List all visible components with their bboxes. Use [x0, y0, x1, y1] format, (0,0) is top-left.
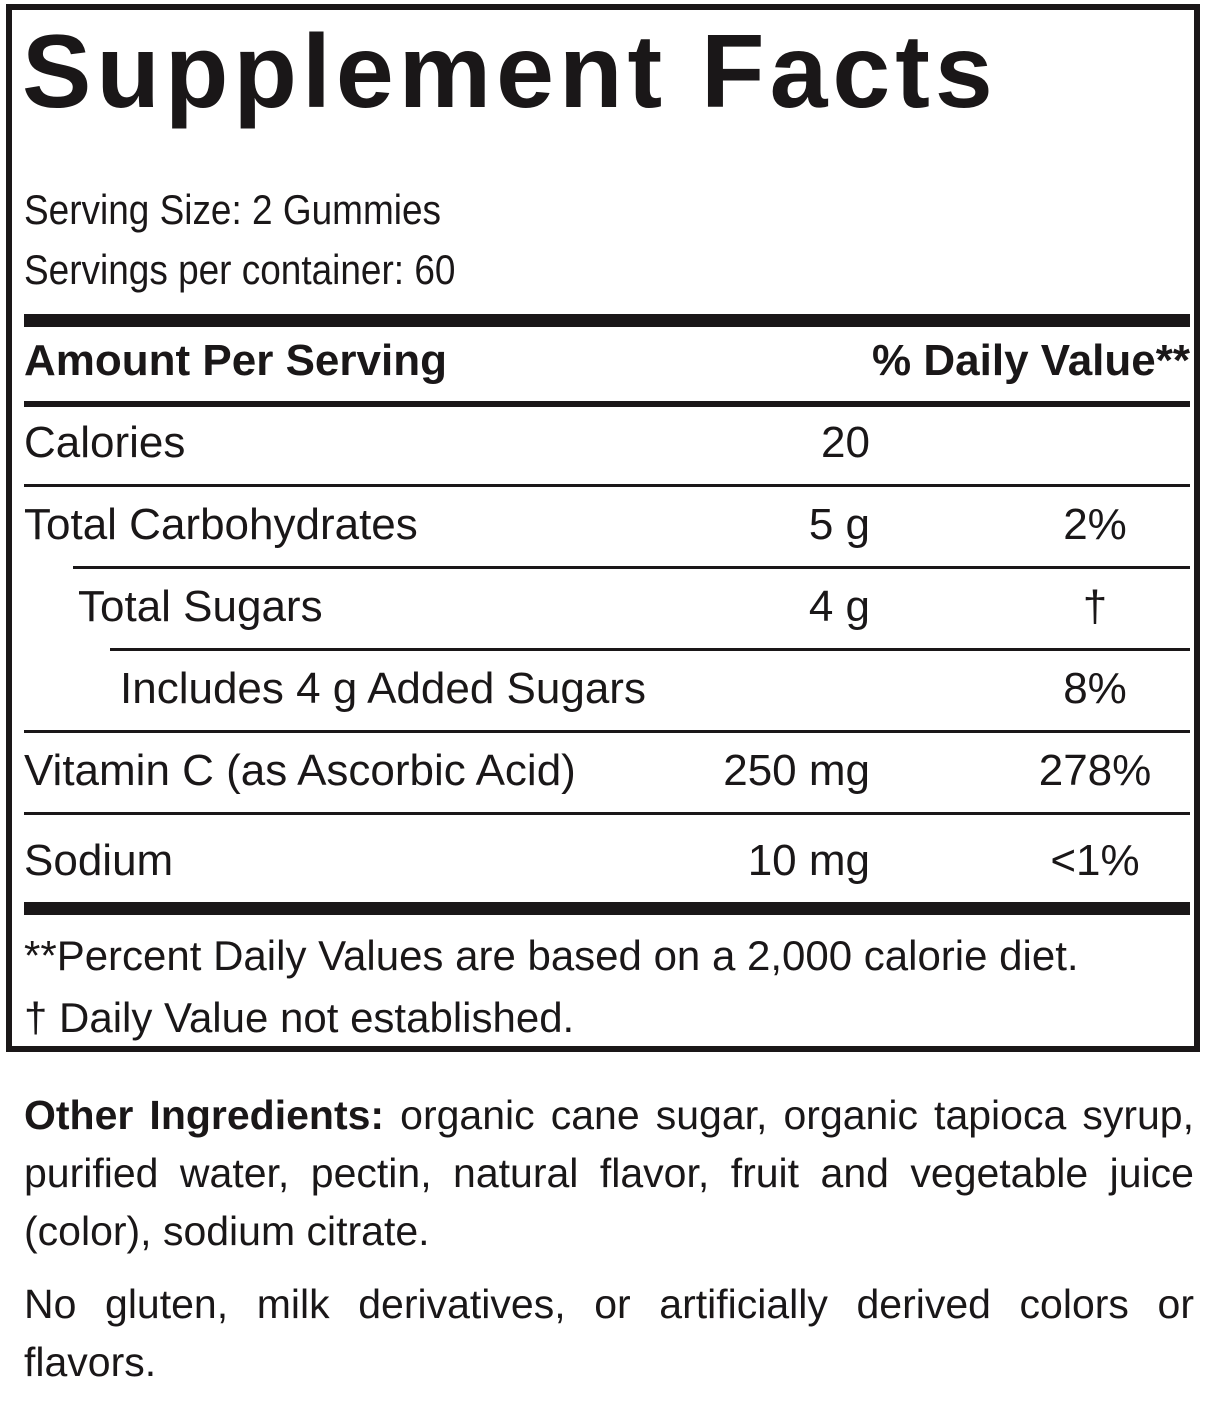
nutrient-name: Sodium	[24, 836, 174, 885]
row-divider	[24, 730, 1190, 733]
nutrient-name: Includes 4 g Added Sugars	[120, 664, 646, 713]
amount-header: Amount Per Serving	[24, 336, 447, 385]
row-divider	[24, 484, 1190, 487]
nutrient-name: Calories	[24, 418, 186, 467]
nutrient-amount: 20	[821, 418, 870, 467]
nutrient-name: Total Carbohydrates	[24, 500, 418, 549]
nutrient-amount: 250 mg	[723, 746, 870, 795]
footnote-dagger: † Daily Value not established.	[24, 994, 575, 1041]
dv-header: % Daily Value**	[872, 336, 1190, 385]
other-ingredients-label: Other Ingredients:	[24, 1092, 385, 1138]
thick-divider	[24, 902, 1190, 915]
supplement-facts-panel	[6, 4, 1200, 1052]
footnote-dv: **Percent Daily Values are based on a 2,…	[24, 932, 1079, 979]
row-divider	[24, 812, 1190, 815]
nutrient-dv: 278%	[1038, 746, 1152, 795]
nutrient-dv: 2%	[1063, 500, 1127, 549]
nutrient-dv: †	[1082, 582, 1108, 631]
other-ingredients: Other Ingredients: organic cane sugar, o…	[24, 1086, 1194, 1260]
row-divider	[72, 566, 1190, 569]
divider	[24, 401, 1190, 407]
nutrient-amount: 4 g	[808, 582, 870, 631]
nutrient-name: Total Sugars	[78, 582, 323, 631]
other-ingredients-text: organic cane sugar, organic tapioca syru…	[24, 1092, 1194, 1254]
row-divider	[110, 648, 1190, 651]
allergen-note: No gluten, milk derivatives, or artifici…	[24, 1281, 1194, 1385]
nutrient-amount: 10 mg	[747, 836, 870, 885]
nutrient-dv: 8%	[1063, 664, 1127, 713]
panel-title: Supplement Facts	[22, 14, 998, 130]
servings-per-container: Servings per container: 60	[24, 246, 456, 293]
thick-divider	[24, 314, 1190, 327]
nutrient-name: Vitamin C (as Ascorbic Acid)	[24, 746, 576, 795]
nutrient-dv: <1%	[1050, 836, 1140, 885]
serving-size: Serving Size: 2 Gummies	[24, 186, 441, 233]
nutrient-amount: 5 g	[808, 500, 870, 549]
